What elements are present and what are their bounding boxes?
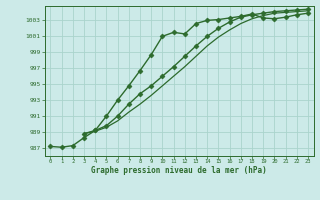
X-axis label: Graphe pression niveau de la mer (hPa): Graphe pression niveau de la mer (hPa) (91, 166, 267, 175)
